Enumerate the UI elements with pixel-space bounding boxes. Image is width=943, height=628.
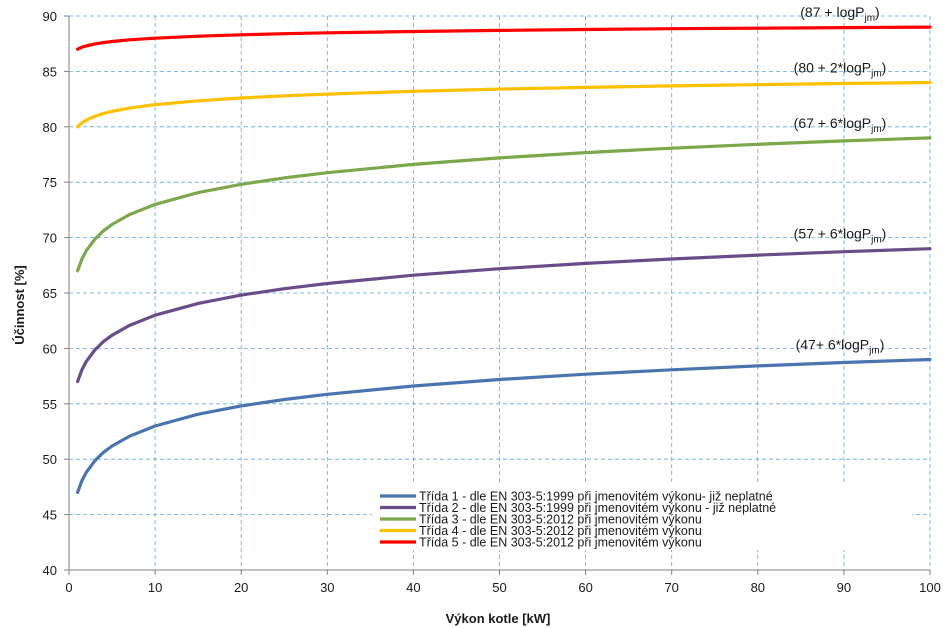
- y-axis-title: Účinnost [%]: [12, 265, 27, 344]
- formula-annotation-trida-4: (80 + 2*logPjm): [794, 59, 887, 79]
- x-tick-label: 30: [320, 580, 334, 595]
- y-tick-label: 80: [43, 120, 57, 135]
- legend-label-trida-2: Třída 2 - dle EN 303-5:1999 při jmenovit…: [419, 501, 776, 515]
- x-tick-label: 0: [65, 580, 72, 595]
- formula-annotations: (47+ 6*logPjm) (57 + 6*logPjm) (67 + 6*log…: [794, 4, 887, 356]
- legend-label-trida-3: Třída 3 - dle EN 303-5:2012 při jmenovit…: [419, 513, 702, 527]
- legend-label-trida-1: Třída 1 - dle EN 303-5:1999 při jmenovit…: [419, 490, 773, 504]
- y-tick-label: 50: [43, 452, 57, 467]
- x-tick-label: 70: [664, 580, 678, 595]
- x-tick-label: 50: [492, 580, 506, 595]
- formula-annotation-trida-2: (57 + 6*logPjm): [794, 226, 887, 246]
- series-line-trida-4: [76, 80, 932, 129]
- x-tick-label: 80: [751, 580, 765, 595]
- x-tick-label: 60: [578, 580, 592, 595]
- series-lines: [76, 25, 932, 494]
- x-tick-label: 20: [234, 580, 248, 595]
- y-tick-label: 70: [43, 231, 57, 246]
- formula-annotation-trida-5: (87 + logPjm): [800, 4, 879, 24]
- y-tick-label: 85: [43, 64, 57, 79]
- x-tick-label: 10: [148, 580, 162, 595]
- formula-annotation-trida-3: (67 + 6*logPjm): [794, 115, 887, 135]
- x-axis-title: Výkon kotle [kW]: [446, 611, 551, 626]
- legend-box: [372, 484, 912, 550]
- series-line-trida-2: [76, 247, 932, 384]
- x-tick-label: 100: [919, 580, 941, 595]
- formula-annotation-trida-1: (47+ 6*logPjm): [796, 336, 885, 356]
- y-tick-label: 40: [43, 563, 57, 578]
- grid: [69, 15, 931, 570]
- legend-label-trida-4: Třída 4 - dle EN 303-5:2012 při jmenovit…: [419, 524, 702, 538]
- y-tick-label: 65: [43, 286, 57, 301]
- y-tick-label: 60: [43, 341, 57, 356]
- x-axis-ticks: 0 10 20 30 40 50 60 70 80 90 100: [65, 570, 941, 595]
- legend-label-trida-5: Třída 5 - dle EN 303-5:2012 při jmenovit…: [419, 536, 702, 550]
- y-tick-label: 55: [43, 397, 57, 412]
- legend: Třída 1 - dle EN 303-5:1999 při jmenovit…: [372, 484, 912, 550]
- y-axis-ticks: 40 45 50 55 60 65 70 75 80 85 90: [43, 9, 69, 578]
- y-tick-label: 75: [43, 175, 57, 190]
- y-tick-label: 90: [43, 9, 57, 24]
- y-tick-label: 45: [43, 508, 57, 523]
- series-line-trida-3: [76, 136, 932, 273]
- x-tick-label: 40: [406, 580, 420, 595]
- series-line-trida-1: [76, 357, 932, 494]
- series-line-trida-5: [76, 25, 932, 51]
- x-tick-label: 90: [837, 580, 851, 595]
